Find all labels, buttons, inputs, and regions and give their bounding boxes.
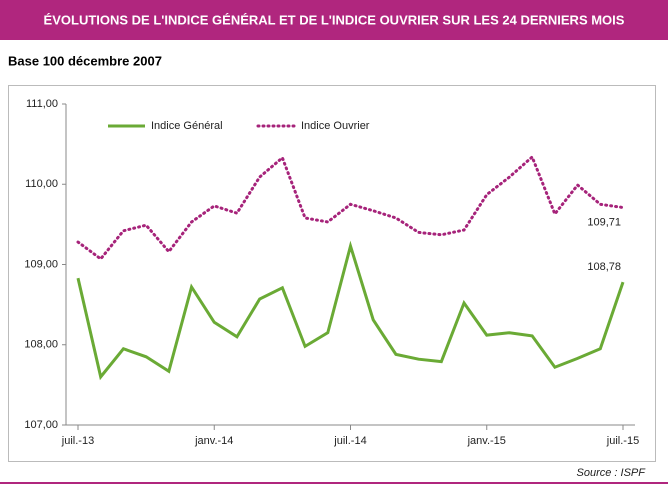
data-label: 109,71 [587, 216, 621, 228]
data-label: 108,78 [587, 261, 621, 273]
legend-label: Indice Général [151, 120, 223, 132]
subtitle: Base 100 décembre 2007 [8, 53, 162, 68]
y-tick-label: 109,00 [24, 258, 58, 270]
series-line [76, 154, 625, 261]
y-tick-label: 111,00 [26, 98, 58, 110]
x-tick-label: janv.-14 [194, 435, 233, 447]
header-bar [0, 0, 668, 40]
series-line [76, 240, 625, 381]
header-title: ÉVOLUTIONS DE L'INDICE GÉNÉRAL ET DE L'I… [44, 12, 625, 27]
y-tick-label: 107,00 [24, 419, 58, 431]
y-tick-label: 110,00 [25, 178, 58, 190]
x-tick-label: juil.-15 [606, 435, 639, 447]
y-tick-label: 108,00 [24, 339, 58, 351]
x-tick-label: juil.-14 [333, 435, 366, 447]
legend-label: Indice Ouvrier [301, 120, 370, 132]
source: Source : ISPF [577, 467, 647, 479]
chart-frame [8, 85, 656, 462]
x-tick-label: janv.-15 [467, 435, 506, 447]
x-tick-label: juil.-13 [61, 435, 94, 447]
